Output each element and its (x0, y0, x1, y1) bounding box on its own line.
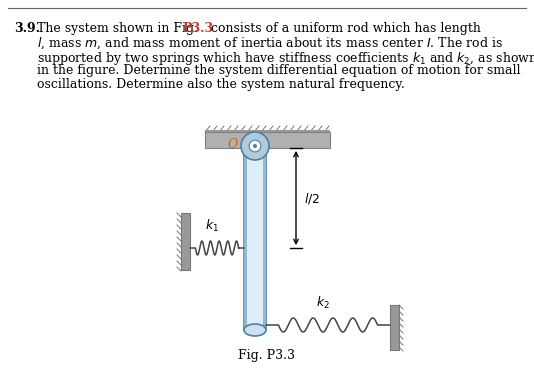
Circle shape (249, 140, 261, 152)
Text: $l$, mass $m$, and mass moment of inertia about its mass center $I$. The rod is: $l$, mass $m$, and mass moment of inerti… (37, 36, 503, 51)
Text: $k_1$: $k_1$ (205, 218, 219, 234)
Text: 3.9.: 3.9. (14, 22, 40, 35)
Text: $k_2$: $k_2$ (316, 295, 330, 311)
Bar (181, 213, 190, 270)
Ellipse shape (244, 324, 266, 336)
Circle shape (241, 132, 269, 160)
Bar (390, 305, 399, 350)
Circle shape (253, 144, 257, 148)
Bar (205, 132, 330, 148)
Bar (205, 130, 330, 132)
Text: $l/2$: $l/2$ (304, 191, 320, 206)
Bar (263, 148, 266, 330)
Bar (244, 148, 247, 330)
Bar (244, 148, 266, 330)
Text: oscillations. Determine also the system natural frequency.: oscillations. Determine also the system … (37, 78, 405, 91)
Text: in the figure. Determine the system differential equation of motion for small: in the figure. Determine the system diff… (37, 64, 521, 77)
Text: Fig. P3.3: Fig. P3.3 (239, 349, 295, 362)
Text: consists of a uniform rod which has length: consists of a uniform rod which has leng… (207, 22, 481, 35)
Bar (247, 150, 263, 328)
Text: supported by two springs which have stiffness coefficients $k_1$ and $k_2$, as s: supported by two springs which have stif… (37, 50, 534, 67)
Text: P3.3: P3.3 (182, 22, 213, 35)
Text: O: O (227, 138, 238, 150)
Text: The system shown in Fig.: The system shown in Fig. (37, 22, 202, 35)
